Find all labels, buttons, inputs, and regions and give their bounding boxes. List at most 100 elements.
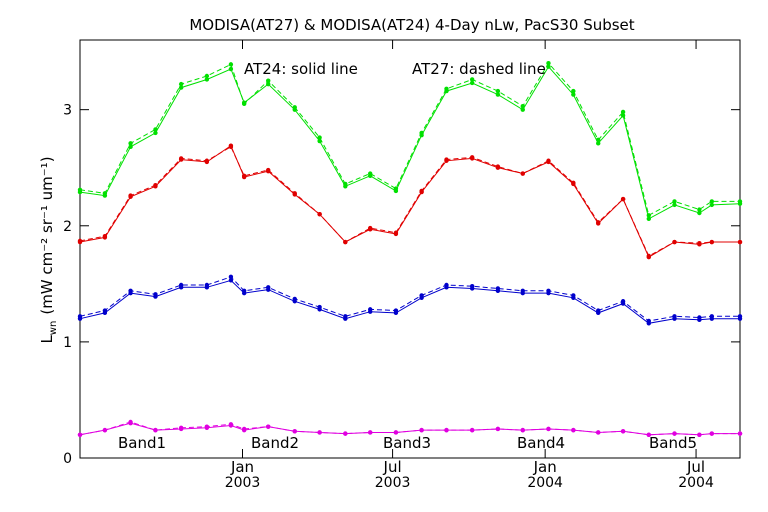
band2-solid-point [672, 239, 677, 245]
band3-solid-point [343, 316, 348, 321]
x-tick-month: Jul [686, 458, 705, 476]
band3-solid-point [204, 285, 210, 290]
y-axis: 0 1 2 3 [63, 103, 740, 467]
band1-solid-point [596, 141, 601, 146]
band3-solid-point [77, 316, 83, 321]
band3-solid-point [596, 310, 601, 316]
x-tick-month: Jan [533, 458, 557, 476]
band2-solid-point [737, 239, 743, 245]
band3-solid-point [672, 316, 677, 321]
band3-solid-line [79, 279, 740, 324]
band1-dashed-point [469, 77, 475, 82]
y-tick-label: 2 [63, 219, 72, 235]
band1-solid-point [672, 202, 677, 208]
band3-solid-point [128, 290, 133, 296]
band5-solid-point [709, 431, 715, 436]
band3-solid-point [228, 278, 234, 283]
band3-solid-point [153, 294, 158, 299]
band1-solid-point [228, 66, 234, 72]
band2-solid-point [697, 242, 702, 247]
band1-solid-point [520, 107, 525, 112]
band2-solid-point [204, 159, 210, 165]
legend-band2: Band2 [251, 434, 299, 452]
band1-solid-point [178, 85, 184, 90]
band1-solid-point [317, 138, 322, 144]
band2-solid-point [317, 211, 322, 217]
band1-solid-point [646, 216, 651, 222]
band1-dashed-point [697, 207, 702, 212]
band2-solid-point [266, 169, 271, 174]
x-tick-year: 2004 [527, 475, 563, 491]
band2-solid-point [102, 235, 108, 240]
band3-solid-point [697, 317, 702, 323]
band5-solid-point [368, 430, 373, 435]
band2-solid-point [393, 231, 399, 237]
band1-solid-point [393, 188, 399, 194]
band1-solid-point [153, 130, 158, 136]
band1-solid-point [709, 202, 715, 208]
y-tick-label: 0 [63, 451, 72, 467]
band5-solid-point [266, 424, 271, 429]
band3-solid-point [571, 295, 576, 300]
band3-solid-point [546, 290, 551, 296]
band2-solid-point [571, 181, 576, 187]
band5-solid-point [596, 430, 601, 435]
x-tick-year: 2003 [375, 475, 411, 491]
band3-solid-point [646, 321, 651, 326]
series-group [77, 61, 743, 437]
legend-band1: Band1 [118, 434, 166, 452]
band1-solid-point [469, 80, 475, 86]
band1-solid-point [495, 92, 501, 97]
band5-dashed-line [79, 421, 740, 436]
band1-dashed-point [709, 199, 715, 204]
band1-solid-point [419, 133, 424, 138]
band5-solid-point [292, 429, 297, 434]
band2-solid-point [419, 189, 424, 195]
y-axis-label-sub: wn [48, 321, 59, 336]
band5-solid-point [228, 423, 234, 428]
band1-dashed-point [571, 88, 576, 94]
band2-solid-point [520, 171, 525, 176]
band5-solid-point [620, 429, 626, 434]
band2-dashed-line [79, 146, 740, 257]
band3-solid-point [393, 310, 399, 316]
band1-solid-point [343, 184, 348, 189]
band2-solid-point [444, 158, 449, 163]
band2-solid-point [292, 192, 297, 197]
band2-solid-line [79, 144, 740, 258]
band1-solid-point [77, 189, 83, 195]
band5-solid-point [495, 426, 501, 432]
band1-solid-line [79, 65, 741, 220]
legend-band5: Band5 [649, 434, 697, 452]
band5-solid-point [393, 430, 399, 435]
band2-solid-point [178, 157, 184, 162]
band1-solid-point [697, 210, 702, 216]
band3-solid-point [241, 290, 247, 296]
band5-solid-point [444, 427, 449, 433]
band1-solid-point [546, 64, 551, 69]
band3-solid-point [709, 316, 715, 321]
band3-solid-point [178, 285, 184, 290]
band5-solid-point [153, 427, 158, 433]
band3-solid-point [266, 287, 271, 292]
band3-solid-point [469, 286, 475, 291]
band1-dashed-point [495, 88, 501, 94]
band1-dashed-point [620, 109, 626, 115]
y-axis-label-main: L [38, 335, 56, 344]
band1-dashed-point [672, 199, 677, 204]
band1-dashed-point [178, 81, 184, 87]
band3-dashed-point [228, 274, 234, 280]
band1-solid-point [737, 201, 743, 206]
x-tick-year: 2003 [225, 475, 261, 491]
y-tick-label: 1 [63, 335, 72, 351]
band2-solid-point [469, 156, 475, 161]
band5-solid-point [737, 431, 743, 436]
band5-solid-point [204, 425, 210, 431]
band3-solid-point [444, 285, 449, 290]
y-tick-label: 3 [63, 103, 72, 119]
band2-solid-point [495, 165, 501, 170]
band5-solid-point [128, 420, 133, 426]
band3-solid-point [368, 309, 373, 314]
band1-solid-point [204, 77, 210, 82]
